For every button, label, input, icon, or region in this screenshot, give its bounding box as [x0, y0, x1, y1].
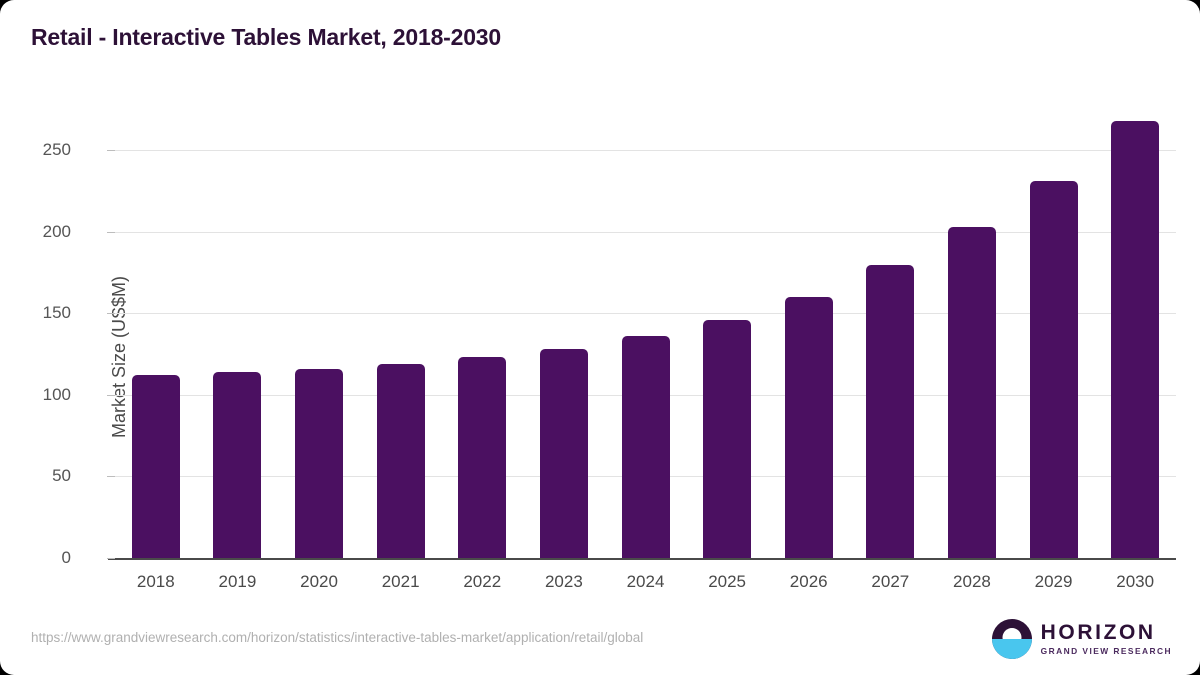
bar-2027[interactable]	[866, 264, 915, 558]
x-axis-tick-label: 2029	[1034, 572, 1073, 591]
x-axis-tick-label: 2024	[626, 572, 665, 591]
x-axis-tick-label: 2025	[708, 572, 747, 591]
y-axis-tick-label: 150	[42, 303, 71, 323]
x-axis-tick-label: 2019	[218, 572, 257, 591]
bar-2019[interactable]	[213, 372, 262, 558]
x-axis-line	[108, 558, 1176, 560]
y-axis-tick-mark	[107, 476, 115, 478]
y-axis-tick-label: 200	[42, 221, 71, 241]
bar-2026[interactable]	[784, 297, 833, 558]
water-half	[991, 639, 1032, 659]
bar-2030[interactable]	[1111, 121, 1160, 558]
source-url[interactable]: https://www.grandviewresearch.com/horizo…	[31, 630, 644, 645]
y-axis-tick-label: 0	[61, 548, 71, 567]
chart-title: Retail - Interactive Tables Market, 2018…	[31, 24, 501, 50]
y-axis-tick-mark	[107, 313, 115, 315]
y-axis-tick-label: 50	[52, 466, 71, 486]
bar-2022[interactable]	[458, 357, 507, 558]
x-axis-tick-label: 2023	[544, 572, 583, 591]
plot-area: Market Size (US$M) 0 50 100 150 200 250 2018 20…	[43, 108, 1176, 591]
x-axis-tick-label: 2028	[953, 572, 991, 591]
x-axis-tick-label: 2018	[136, 572, 175, 591]
y-axis-tick-label: 250	[42, 140, 71, 160]
horizon-sun-icon	[991, 619, 1032, 659]
gridline	[115, 150, 1176, 152]
y-axis-tick-mark	[107, 231, 115, 233]
logo-text: HORIZON GRAND VIEW RESEARCH	[1040, 620, 1172, 656]
y-axis-title: Market Size (US$M)	[109, 275, 129, 438]
bar-2024[interactable]	[621, 336, 670, 558]
gridline	[115, 231, 1176, 233]
y-axis-tick-mark	[107, 150, 115, 152]
bar-2018[interactable]	[131, 375, 180, 558]
bar-2020[interactable]	[295, 368, 344, 558]
y-axis-tick-mark	[107, 394, 115, 396]
x-axis-tick-label: 2022	[463, 572, 502, 591]
horizon-logo: HORIZON GRAND VIEW RESEARCH	[991, 618, 1172, 660]
x-axis-tick-label: 2021	[381, 572, 420, 591]
gridline	[115, 313, 1176, 315]
x-axis-tick-label: 2030	[1116, 572, 1155, 591]
bar-2025[interactable]	[703, 319, 752, 558]
logo-name: HORIZON	[1040, 620, 1156, 644]
bar-2029[interactable]	[1029, 181, 1078, 558]
x-axis-tick-label: 2027	[871, 572, 910, 591]
bar-2023[interactable]	[539, 349, 588, 558]
bar-2028[interactable]	[947, 227, 996, 558]
y-axis-tick-label: 100	[42, 384, 71, 404]
logo-subtitle: GRAND VIEW RESEARCH	[1040, 645, 1172, 656]
bar-2021[interactable]	[376, 363, 425, 558]
x-axis-tick-label: 2020	[300, 572, 338, 591]
y-axis-tick-mark	[107, 558, 115, 559]
x-axis-tick-label: 2026	[789, 572, 828, 591]
